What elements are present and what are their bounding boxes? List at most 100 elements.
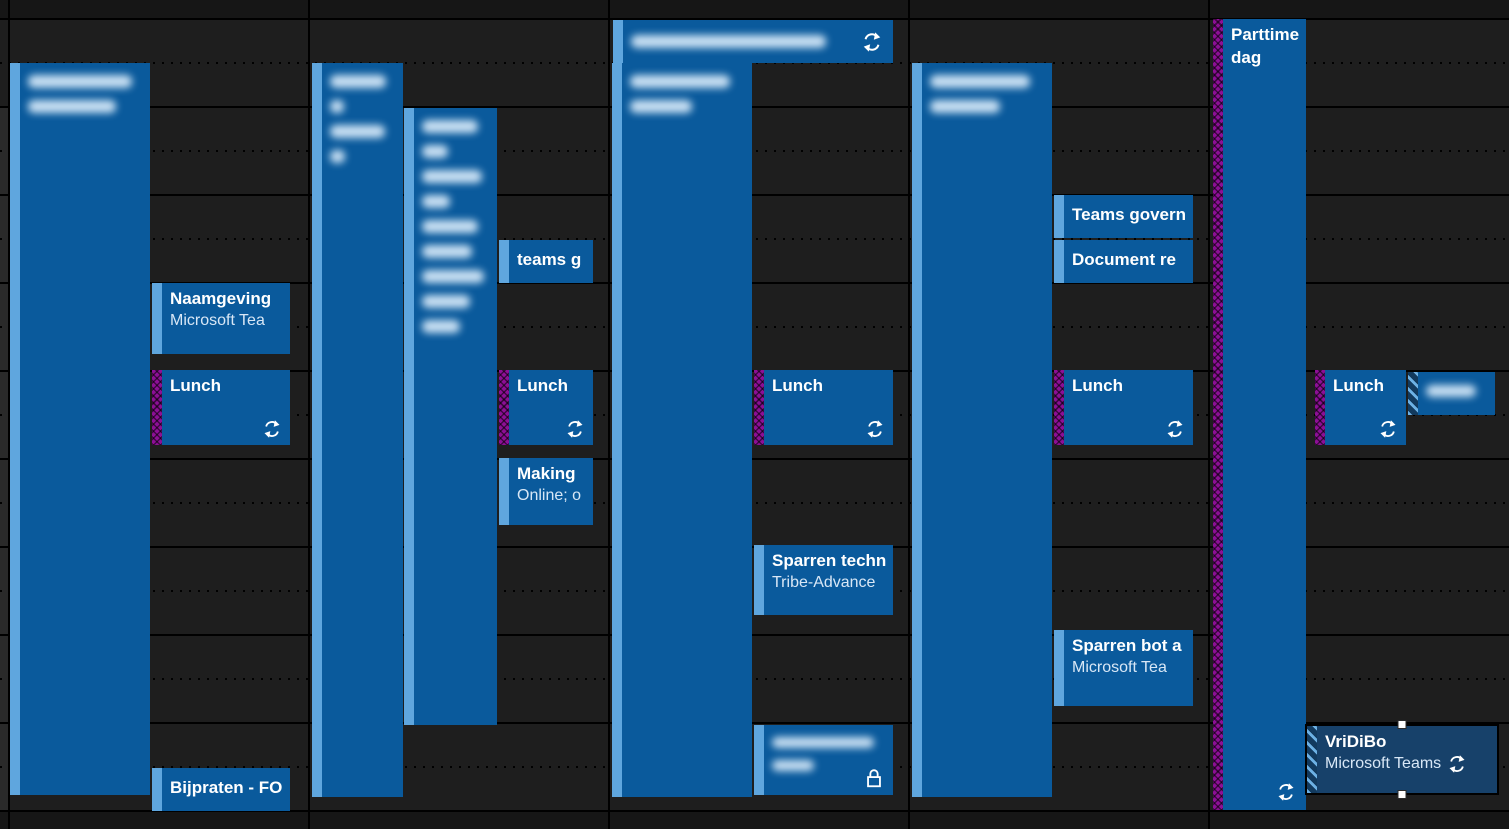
redacted-text-line: [330, 100, 344, 113]
day-separator: [1208, 0, 1210, 829]
offhours-band-bottom: [0, 812, 1509, 829]
event-category-bar: [312, 63, 322, 797]
redacted-text-line: [930, 100, 1000, 113]
event-category-bar: [1408, 372, 1418, 415]
half-hour-gridline: [0, 502, 1509, 504]
hour-gridline: [0, 18, 1509, 20]
redacted-text-line: [422, 245, 472, 258]
event-category-bar: [404, 108, 414, 725]
event-teams-g[interactable]: teams g: [499, 240, 593, 283]
half-hour-gridline: [0, 238, 1509, 240]
event-title: Teams govern: [1072, 205, 1187, 224]
redacted-text-line: [422, 270, 484, 283]
redacted-text-line: [422, 295, 470, 308]
event-title: Lunch: [772, 376, 823, 395]
event-lunch-day5[interactable]: Lunch: [1315, 370, 1406, 445]
redacted-text-line: [630, 100, 692, 113]
event-title: Bijpraten - FO: [170, 778, 283, 797]
recurrence-icon: [1378, 419, 1398, 439]
event-redacted-staff-all-hands[interactable]: [613, 20, 893, 63]
event-redacted-private[interactable]: [754, 725, 893, 795]
event-title: Sparren techn: [772, 551, 887, 570]
redacted-text-line: [330, 75, 386, 88]
event-title: Lunch: [1333, 376, 1384, 395]
event-category-bar: [499, 370, 509, 445]
recurrence-icon: [565, 419, 585, 439]
event-bijpraten[interactable]: Bijpraten - FO: [152, 768, 290, 811]
event-title: Lunch: [1072, 376, 1123, 395]
recurrence-icon: [1276, 782, 1296, 802]
resize-handle-top[interactable]: [1397, 720, 1407, 729]
hour-gridline: [0, 194, 1509, 196]
day-separator: [308, 0, 310, 829]
event-category-bar: [612, 63, 622, 797]
event-category-bar: [1213, 19, 1223, 810]
hour-gridline: [0, 458, 1509, 460]
half-hour-gridline: [0, 326, 1509, 328]
event-category-bar: [1054, 370, 1064, 445]
redacted-text-line: [772, 760, 814, 771]
event-category-bar: [912, 63, 922, 797]
recurrence-icon: [1447, 754, 1467, 774]
event-redacted-allday-day4[interactable]: [912, 63, 1052, 797]
resize-handle-bottom[interactable]: [1397, 790, 1407, 799]
event-redacted-summit[interactable]: [404, 108, 497, 725]
event-title: Making: [517, 464, 576, 483]
redacted-text-line: [631, 35, 826, 48]
hour-gridline: [0, 282, 1509, 284]
event-document-review[interactable]: Document re: [1054, 240, 1193, 283]
redacted-text-line: [930, 75, 1030, 88]
event-sparren-bot[interactable]: Sparren bot a Microsoft Tea: [1054, 630, 1193, 706]
event-category-bar: [1054, 195, 1064, 238]
offhours-band-top: [0, 0, 1509, 18]
half-hour-gridline: [0, 150, 1509, 152]
event-teams-governance[interactable]: Teams govern: [1054, 195, 1193, 238]
redacted-text-line: [422, 120, 478, 133]
event-category-bar: [152, 283, 162, 354]
event-title: teams g: [517, 250, 582, 269]
event-location: Microsoft Teams: [1325, 754, 1442, 772]
day-separator: [608, 0, 610, 829]
event-lunch-day1[interactable]: Lunch: [152, 370, 290, 445]
hour-gridline: [0, 634, 1509, 636]
event-redacted-allday-day3[interactable]: [612, 63, 752, 797]
event-category-bar: [499, 458, 509, 525]
event-category-bar: [1054, 630, 1064, 706]
event-category-bar: [754, 545, 764, 615]
event-category-bar: [152, 370, 162, 445]
event-location: Microsoft Tea: [170, 311, 265, 329]
redacted-text-line: [422, 220, 478, 233]
recurrence-icon: [861, 31, 883, 53]
event-title: Sparren bot a: [1072, 636, 1182, 655]
event-category-bar: [10, 63, 20, 795]
event-vridibo-selected[interactable]: VriDiBo Microsoft Teams: [1305, 720, 1499, 799]
event-redacted-allday-day1[interactable]: [10, 63, 150, 795]
redacted-text-line: [1426, 385, 1476, 397]
private-lock-icon: [863, 767, 885, 789]
event-category-bar: [152, 768, 162, 811]
event-lunch-day3[interactable]: Lunch: [754, 370, 893, 445]
event-category-bar: [499, 240, 509, 283]
redacted-text-line: [772, 737, 874, 748]
redacted-text-line: [630, 75, 730, 88]
event-category-bar: [754, 370, 764, 445]
hour-gridline: [0, 810, 1509, 812]
event-title: Document re: [1072, 250, 1176, 269]
event-lunch-day4[interactable]: Lunch: [1054, 370, 1193, 445]
redacted-text-line: [28, 100, 116, 113]
event-parttime-dag[interactable]: Parttime dag: [1213, 19, 1306, 810]
event-category-bar: [754, 725, 764, 795]
event-redacted-tentative[interactable]: [1408, 372, 1495, 415]
redacted-text-line: [422, 170, 482, 183]
event-making[interactable]: Making Online; o: [499, 458, 593, 525]
event-category-bar: [613, 20, 623, 63]
offscreen-event-sliver: [0, 108, 8, 812]
event-category-bar: [1307, 726, 1317, 793]
event-naamgeving[interactable]: Naamgeving Microsoft Tea: [152, 283, 290, 354]
event-title: Naamgeving: [170, 289, 272, 308]
day-separator: [908, 0, 910, 829]
event-redacted-allday-day2[interactable]: [312, 63, 403, 797]
event-lunch-day2[interactable]: Lunch: [499, 370, 593, 445]
event-title: Parttime dag: [1231, 25, 1300, 67]
event-sparren-tech[interactable]: Sparren techn Tribe-Advance: [754, 545, 893, 615]
